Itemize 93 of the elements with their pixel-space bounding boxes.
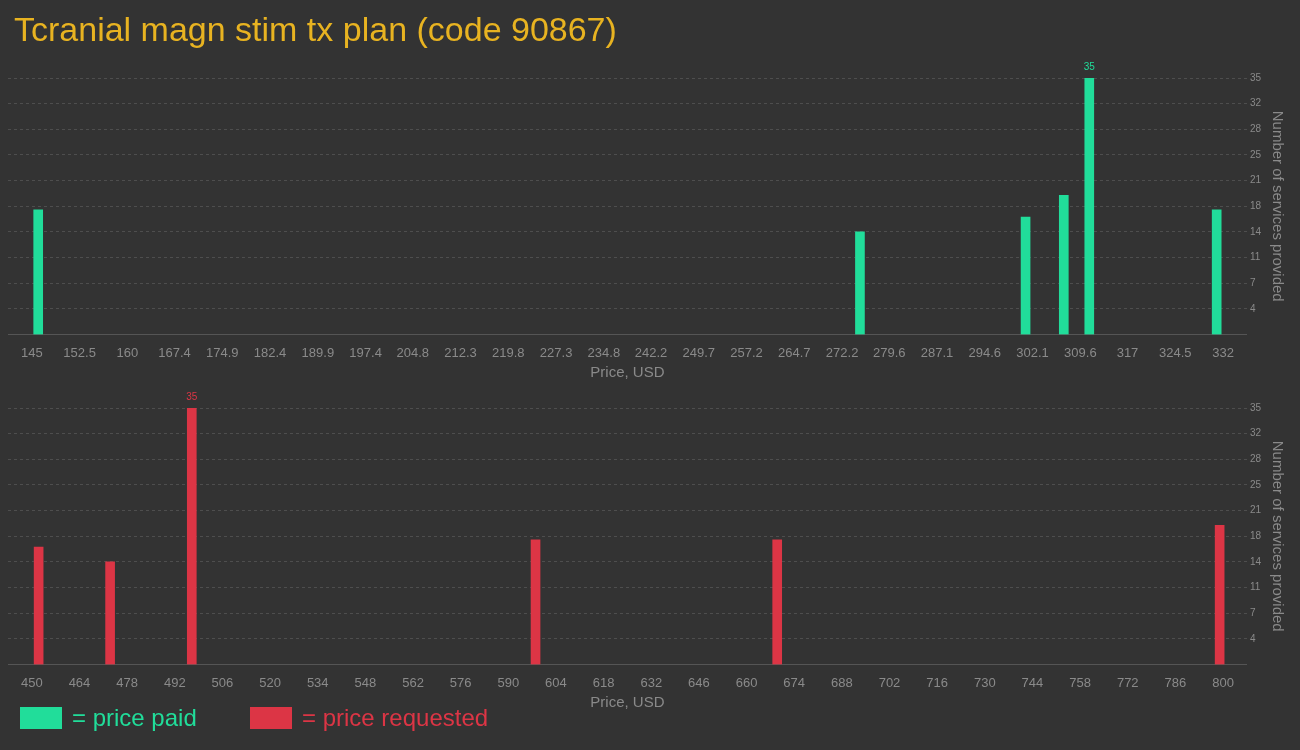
x-tick-label: 160	[116, 344, 139, 360]
x-tick-label: 167.4	[158, 344, 191, 360]
x-tick-label: 618	[592, 674, 615, 690]
x-tick-label: 204.8	[396, 344, 430, 360]
y-tick-label: 14	[1249, 225, 1262, 237]
x-tick-label: 464	[68, 674, 91, 690]
y-tick-label: 25	[1249, 148, 1262, 160]
bar	[33, 209, 44, 335]
bar	[1211, 209, 1222, 335]
x-axis-title: Price, USD	[590, 693, 665, 711]
x-tick-label: 800	[1212, 674, 1234, 690]
x-tick-label: 152.5	[63, 344, 96, 360]
x-tick-label: 506	[211, 674, 234, 690]
x-tick-label: 632	[640, 674, 663, 690]
x-tick-label: 604	[545, 674, 567, 690]
x-tick-label: 227.3	[539, 344, 573, 360]
bar	[1058, 194, 1069, 335]
x-tick-label: 562	[402, 674, 424, 690]
x-axis-title: Price, USD	[590, 363, 665, 381]
x-tick-label: 688	[831, 674, 853, 690]
data-label: 35	[186, 390, 198, 402]
y-tick-label: 21	[1249, 504, 1262, 516]
x-tick-label: 660	[735, 674, 758, 690]
x-tick-label: 302.1	[1016, 344, 1049, 360]
y-tick-label: 28	[1249, 123, 1262, 135]
bar	[105, 561, 115, 665]
x-tick-label: 249.7	[682, 344, 716, 360]
x-tick-label: 219.8	[492, 344, 525, 360]
y-axis-title: Number of services provided	[1269, 110, 1287, 302]
x-tick-label: 182.4	[253, 344, 287, 360]
y-tick-label: 18	[1249, 199, 1262, 211]
x-tick-label: 317	[1116, 344, 1139, 360]
x-tick-label: 646	[688, 674, 710, 690]
bar	[1214, 524, 1225, 665]
legend-label: = price requested	[302, 704, 489, 732]
x-tick-label: 212.3	[444, 344, 477, 360]
x-tick-label: 174.9	[206, 344, 239, 360]
x-tick-label: 324.5	[1159, 344, 1192, 360]
y-tick-label: 11	[1249, 251, 1261, 263]
bar	[530, 539, 541, 665]
y-tick-label: 32	[1249, 97, 1262, 109]
x-tick-label: 264.7	[778, 344, 811, 360]
y-tick-label: 25	[1249, 478, 1262, 490]
y-tick-label: 32	[1249, 427, 1262, 439]
bar	[772, 539, 783, 665]
y-tick-label: 35	[1249, 401, 1262, 413]
y-tick-label: 14	[1249, 555, 1262, 567]
x-tick-label: 716	[926, 674, 949, 690]
x-tick-label: 450	[20, 674, 43, 690]
y-tick-label: 4	[1249, 302, 1256, 314]
y-tick-label: 7	[1249, 606, 1256, 618]
x-tick-label: 674	[783, 674, 806, 690]
x-tick-label: 197.4	[349, 344, 382, 360]
y-tick-label: 28	[1249, 453, 1262, 465]
x-tick-label: 294.6	[968, 344, 1002, 360]
x-tick-label: 309.6	[1064, 344, 1097, 360]
x-tick-label: 576	[449, 674, 472, 690]
x-tick-label: 520	[259, 674, 281, 690]
legend-label: = price paid	[72, 704, 197, 732]
y-tick-label: 11	[1249, 581, 1261, 593]
y-tick-label: 21	[1249, 174, 1262, 186]
x-tick-label: 189.9	[301, 344, 335, 360]
x-tick-label: 492	[163, 674, 186, 690]
y-tick-label: 35	[1249, 71, 1262, 83]
x-tick-label: 534	[306, 674, 329, 690]
bar	[1020, 216, 1031, 335]
x-tick-label: 744	[1021, 674, 1044, 690]
x-tick-label: 786	[1164, 674, 1187, 690]
data-label: 35	[1083, 60, 1096, 72]
x-tick-label: 234.8	[587, 344, 621, 360]
x-tick-label: 590	[497, 674, 520, 690]
x-tick-label: 332	[1212, 344, 1234, 360]
x-tick-label: 279.6	[872, 344, 906, 360]
x-tick-label: 272.2	[825, 344, 859, 360]
x-tick-label: 758	[1069, 674, 1091, 690]
x-tick-label: 772	[1116, 674, 1139, 690]
x-tick-label: 242.2	[634, 344, 668, 360]
bar	[1084, 78, 1095, 335]
y-tick-label: 18	[1249, 529, 1262, 541]
x-tick-label: 548	[354, 674, 377, 690]
x-tick-label: 702	[878, 674, 901, 690]
bar	[855, 231, 865, 335]
y-tick-label: 7	[1249, 276, 1256, 288]
x-tick-label: 730	[973, 674, 996, 690]
x-tick-label: 145	[20, 344, 43, 360]
bar	[33, 546, 44, 665]
x-tick-label: 287.1	[920, 344, 954, 360]
bar	[186, 408, 197, 665]
y-tick-label: 4	[1249, 632, 1256, 644]
x-tick-label: 478	[116, 674, 138, 690]
chart-title: Tcranial magn stim tx plan (code 90867)	[14, 10, 617, 49]
x-tick-label: 257.2	[730, 344, 763, 360]
y-axis-title: Number of services provided	[1269, 440, 1287, 632]
